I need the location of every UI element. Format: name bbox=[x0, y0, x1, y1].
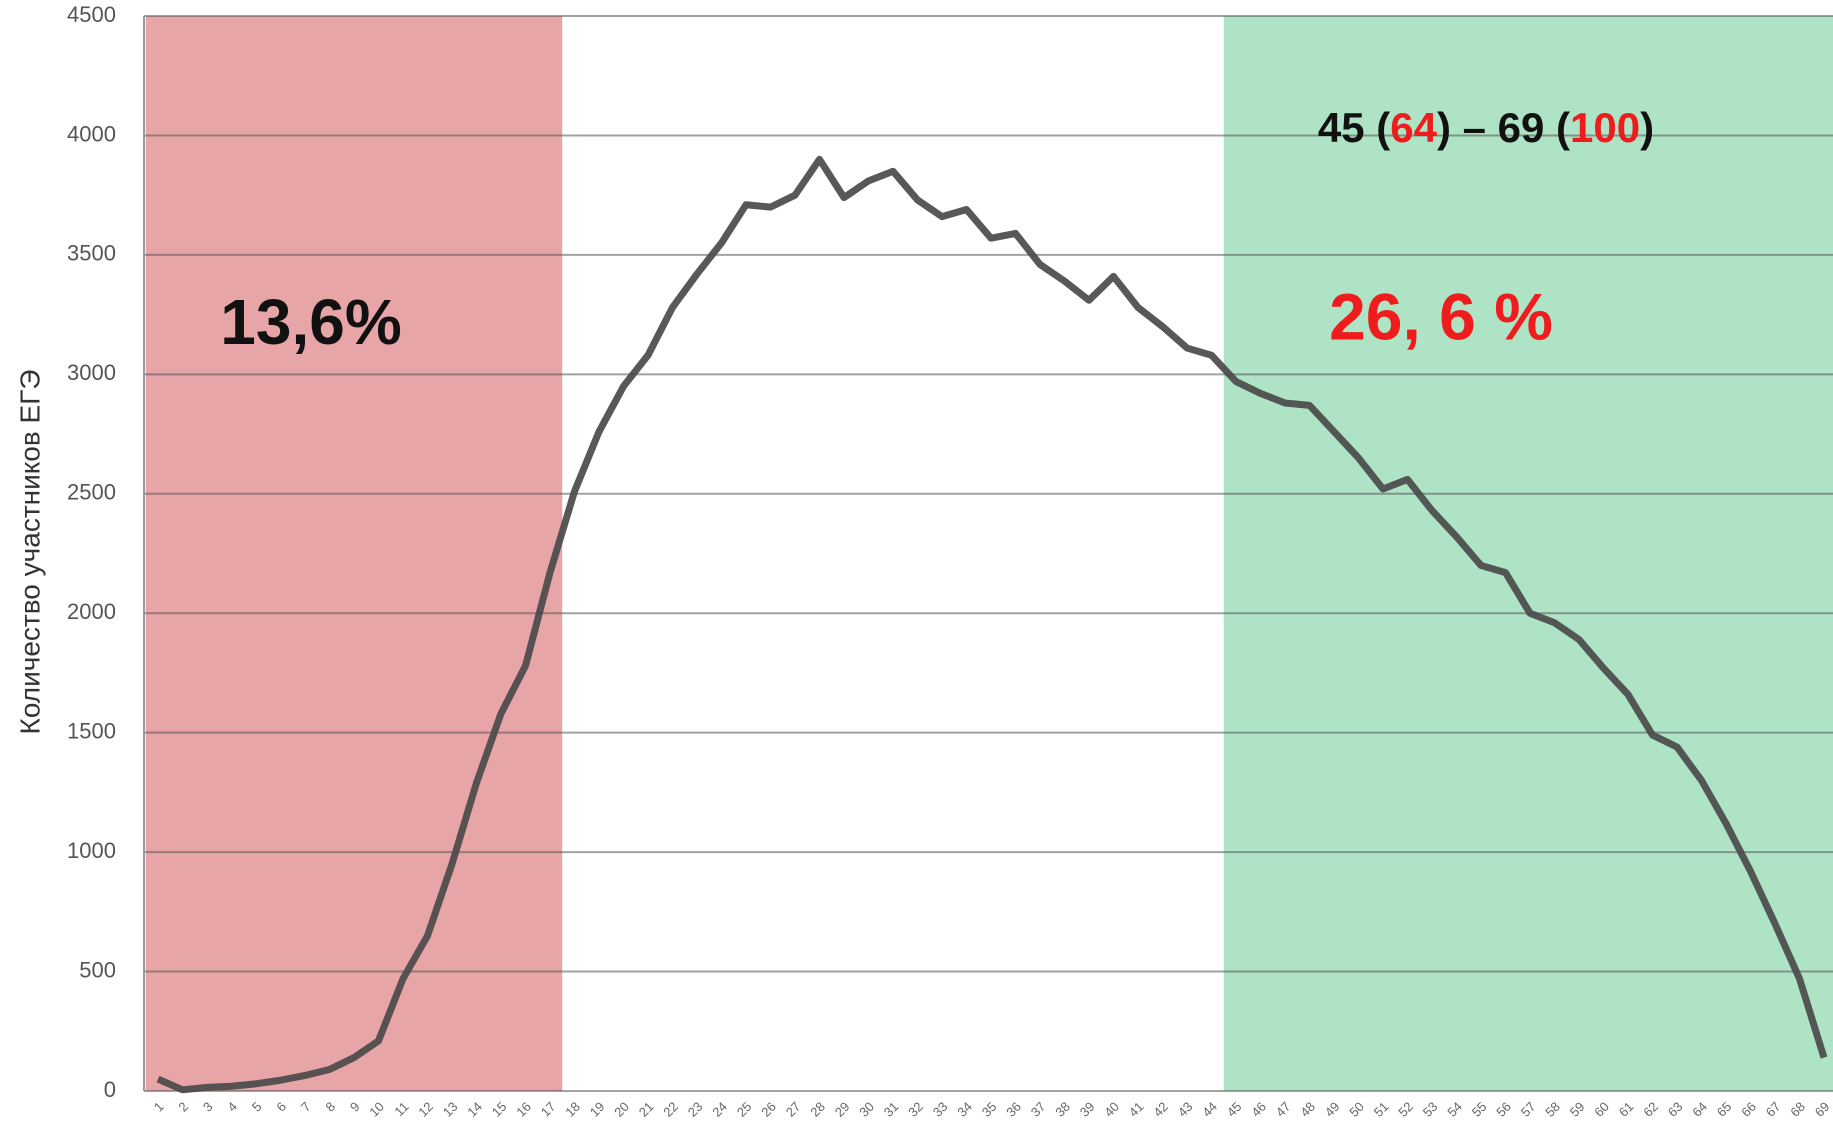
x-tick-label: 20 bbox=[611, 1099, 632, 1120]
x-tick-label: 51 bbox=[1371, 1099, 1392, 1120]
annotation-part: 100 bbox=[1570, 104, 1640, 151]
x-tick-label: 15 bbox=[489, 1099, 510, 1120]
x-tick-label: 67 bbox=[1763, 1099, 1784, 1120]
x-tick-label: 58 bbox=[1542, 1099, 1563, 1120]
x-tick-label: 4 bbox=[224, 1099, 240, 1115]
x-tick-label: 32 bbox=[905, 1099, 926, 1120]
annotation: 13,6% bbox=[220, 286, 401, 358]
x-tick-label: 27 bbox=[783, 1099, 804, 1120]
x-tick-label: 3 bbox=[200, 1099, 216, 1115]
x-tick-label: 12 bbox=[415, 1099, 436, 1120]
y-tick-label: 4500 bbox=[67, 2, 116, 27]
x-tick-label: 57 bbox=[1518, 1099, 1539, 1120]
x-tick-label: 30 bbox=[856, 1099, 877, 1120]
x-tick-label: 25 bbox=[734, 1099, 755, 1120]
annotation-part: ) bbox=[1640, 104, 1654, 151]
x-tick-label: 60 bbox=[1591, 1099, 1612, 1120]
score-band bbox=[145, 16, 563, 1091]
x-tick-label: 41 bbox=[1126, 1099, 1147, 1120]
x-tick-label: 49 bbox=[1322, 1099, 1343, 1120]
y-axis-title: Количество участников ЕГЭ bbox=[14, 370, 45, 735]
y-tick-label: 3500 bbox=[67, 241, 116, 266]
x-tick-label: 18 bbox=[562, 1099, 583, 1120]
x-tick-label: 38 bbox=[1052, 1099, 1073, 1120]
y-tick-label: 500 bbox=[79, 957, 116, 982]
y-tick-label: 2000 bbox=[67, 599, 116, 624]
x-tick-label: 64 bbox=[1689, 1099, 1710, 1120]
annotation-part: 64 bbox=[1390, 104, 1437, 151]
y-tick-label: 1000 bbox=[67, 838, 116, 863]
x-tick-label: 54 bbox=[1444, 1099, 1465, 1120]
x-tick-label: 56 bbox=[1493, 1099, 1514, 1120]
annotation: 26, 6 % bbox=[1329, 279, 1553, 353]
x-tick-label: 24 bbox=[709, 1099, 730, 1120]
x-tick-label: 35 bbox=[979, 1099, 1000, 1120]
x-tick-label: 26 bbox=[758, 1099, 779, 1120]
x-tick-label: 39 bbox=[1077, 1099, 1098, 1120]
x-tick-label: 48 bbox=[1297, 1099, 1318, 1120]
x-tick-label: 55 bbox=[1469, 1099, 1490, 1120]
x-tick-label: 8 bbox=[322, 1099, 338, 1115]
annotation: 45 (64) – 69 (100) bbox=[1318, 104, 1654, 151]
x-tick-label: 17 bbox=[538, 1099, 559, 1120]
score-band bbox=[1223, 16, 1833, 1091]
x-tick-label: 69 bbox=[1812, 1099, 1833, 1120]
x-tick-label: 14 bbox=[464, 1099, 485, 1120]
x-tick-label: 66 bbox=[1738, 1099, 1759, 1120]
y-tick-label: 0 bbox=[104, 1077, 116, 1102]
x-tick-label: 61 bbox=[1616, 1099, 1637, 1120]
x-tick-label: 50 bbox=[1346, 1099, 1367, 1120]
x-tick-label: 9 bbox=[347, 1099, 363, 1115]
x-tick-label: 11 bbox=[391, 1099, 411, 1119]
x-tick-label: 47 bbox=[1273, 1099, 1294, 1120]
x-tick-label: 34 bbox=[954, 1099, 975, 1120]
x-tick-label: 28 bbox=[807, 1099, 828, 1120]
annotation-part: ) – 69 ( bbox=[1437, 104, 1570, 151]
x-tick-label: 53 bbox=[1420, 1099, 1441, 1120]
x-tick-label: 13 bbox=[440, 1099, 461, 1120]
x-tick-label: 63 bbox=[1665, 1099, 1686, 1120]
y-tick-label: 3000 bbox=[67, 360, 116, 385]
x-tick-label: 1 bbox=[151, 1099, 167, 1115]
x-tick-label: 33 bbox=[930, 1099, 951, 1120]
x-tick-label: 68 bbox=[1787, 1099, 1808, 1120]
x-tick-label: 22 bbox=[660, 1099, 681, 1120]
x-tick-label: 43 bbox=[1175, 1099, 1196, 1120]
x-tick-label: 29 bbox=[832, 1099, 853, 1120]
x-tick-label: 31 bbox=[881, 1099, 902, 1120]
x-tick-label: 6 bbox=[273, 1099, 289, 1115]
x-tick-label: 45 bbox=[1224, 1099, 1245, 1120]
score-line bbox=[156, 155, 1828, 1094]
x-tick-label: 23 bbox=[685, 1099, 706, 1120]
x-tick-label: 7 bbox=[298, 1099, 314, 1115]
x-tick-label: 46 bbox=[1248, 1099, 1269, 1120]
x-tick-label: 36 bbox=[1003, 1099, 1024, 1120]
x-tick-label: 59 bbox=[1567, 1099, 1588, 1120]
x-tick-label: 44 bbox=[1199, 1099, 1220, 1120]
x-tick-label: 16 bbox=[513, 1099, 534, 1120]
y-tick-label: 1500 bbox=[67, 718, 116, 743]
x-tick-label: 37 bbox=[1028, 1099, 1049, 1120]
x-tick-label: 19 bbox=[587, 1099, 608, 1120]
x-tick-label: 40 bbox=[1101, 1099, 1122, 1120]
x-tick-label: 52 bbox=[1395, 1099, 1416, 1120]
x-tick-label: 65 bbox=[1714, 1099, 1735, 1120]
y-tick-label: 2500 bbox=[67, 480, 116, 505]
y-tick-label: 4000 bbox=[67, 121, 116, 146]
annotation-part: 45 ( bbox=[1318, 104, 1390, 151]
x-tick-label: 10 bbox=[366, 1099, 387, 1120]
x-tick-label: 21 bbox=[636, 1099, 657, 1120]
x-tick-label: 5 bbox=[249, 1099, 265, 1115]
x-tick-label: 42 bbox=[1150, 1099, 1171, 1120]
x-tick-label: 2 bbox=[175, 1099, 191, 1115]
x-tick-label: 62 bbox=[1640, 1099, 1661, 1120]
